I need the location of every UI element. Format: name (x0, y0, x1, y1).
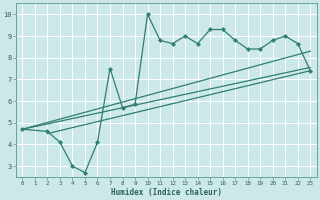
X-axis label: Humidex (Indice chaleur): Humidex (Indice chaleur) (111, 188, 222, 197)
